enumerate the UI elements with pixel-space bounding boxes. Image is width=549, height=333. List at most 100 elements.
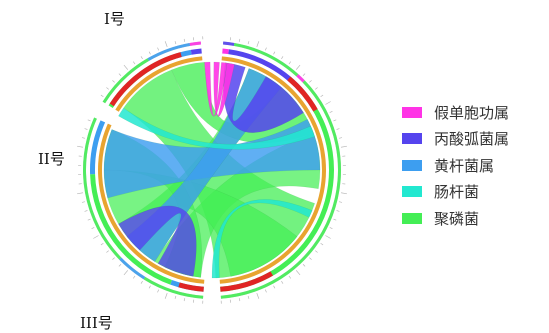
red-ring-segment	[287, 76, 318, 112]
legend-item-propionivibrio: 丙酸弧菌属	[402, 126, 542, 153]
legend-swatch	[402, 186, 422, 198]
tick-mark	[315, 87, 318, 90]
legend-label: 丙酸弧菌属	[434, 130, 510, 149]
legend-swatch	[402, 106, 422, 118]
tick-mark	[320, 94, 324, 98]
red-ring-segment	[220, 271, 273, 292]
legend-item-pseudomonas: 假单胞功属	[402, 99, 542, 126]
middle-ring-segment	[222, 48, 229, 55]
tick-mark	[247, 41, 250, 45]
middle-ring-segment	[190, 48, 202, 55]
group-label-3: III号	[80, 314, 113, 332]
tick-mark	[132, 275, 136, 279]
tick-mark	[256, 292, 260, 299]
ribbon	[211, 199, 313, 279]
tick-mark	[81, 201, 85, 203]
outer-ring-segment	[189, 41, 202, 46]
tick-mark	[112, 257, 115, 260]
outer-ring-segment	[296, 74, 305, 83]
tick-mark	[281, 280, 284, 284]
tick-mark	[295, 270, 301, 276]
legend-label: 黄杆菌属	[434, 156, 495, 175]
tick-mark	[106, 87, 109, 90]
tick-mark	[87, 119, 91, 122]
tick-mark	[315, 250, 318, 253]
tick-mark	[118, 263, 122, 267]
group-arcs	[82, 41, 342, 299]
legend-label: 聚磷菌	[434, 209, 480, 228]
ribbon	[118, 205, 197, 277]
tick-mark	[100, 242, 104, 246]
outer-ring-segment	[119, 257, 146, 280]
legend-swatch	[402, 212, 422, 224]
tick-mark	[333, 119, 337, 122]
ribbon	[118, 107, 316, 150]
tick-mark	[77, 145, 84, 148]
tick-mark	[238, 38, 241, 42]
ribbon	[204, 61, 228, 117]
group-label-2: II号	[38, 150, 65, 168]
chord-ribbons	[103, 61, 321, 279]
tick-mark	[329, 227, 333, 230]
ribbon	[223, 62, 304, 133]
tick-mark	[336, 128, 340, 130]
tick-mark	[174, 295, 177, 299]
tick-mark	[91, 227, 95, 230]
tick-mark	[325, 235, 331, 239]
tick-mark	[264, 47, 267, 51]
red-ring-segment	[178, 282, 204, 292]
outer-ring-segment	[102, 58, 149, 104]
tick-mark	[309, 257, 312, 260]
outer-ring-segment	[233, 42, 299, 77]
legend-item-enterobacter: 肠杆菌	[402, 179, 542, 206]
outer-ring-segment	[222, 41, 235, 46]
tick-mark	[84, 210, 88, 212]
tick-mark	[336, 210, 340, 212]
tick-mark	[100, 94, 104, 98]
axis-ticks	[77, 36, 347, 304]
tick-mark	[148, 285, 151, 289]
legend-item-pao: 聚磷菌	[402, 205, 542, 232]
tick-mark	[333, 218, 337, 221]
red-ring-segment	[109, 52, 182, 107]
tick-mark	[87, 218, 91, 221]
tick-mark	[288, 275, 292, 279]
tick-mark	[140, 280, 143, 284]
tick-mark	[247, 295, 250, 299]
tick-mark	[309, 80, 312, 83]
legend-swatch	[402, 133, 422, 145]
legend-label: 假单胞功属	[434, 103, 510, 122]
tick-mark	[256, 41, 260, 48]
tick-mark	[302, 263, 306, 267]
tick-mark	[164, 41, 168, 48]
tick-mark	[123, 64, 129, 70]
tick-mark	[148, 51, 151, 55]
tick-mark	[106, 250, 109, 253]
tick-mark	[93, 235, 99, 239]
tick-mark	[264, 289, 267, 293]
tick-mark	[183, 298, 186, 302]
legend-swatch	[402, 159, 422, 171]
tick-mark	[183, 38, 186, 42]
tick-mark	[140, 56, 143, 60]
tick-mark	[157, 47, 160, 51]
legend: 假单胞功属 丙酸弧菌属 黄杆菌属 肠杆菌 聚磷菌	[402, 99, 542, 232]
group-label-1: I号	[104, 10, 125, 28]
legend-item-flavobacterium: 黄杆菌属	[402, 152, 542, 179]
tick-mark	[132, 61, 136, 65]
tick-mark	[320, 242, 324, 246]
outer-ring-segment	[147, 42, 191, 61]
tick-mark	[325, 101, 331, 105]
middle-ring-segment	[90, 174, 172, 285]
tick-mark	[339, 201, 343, 203]
tick-mark	[157, 289, 160, 293]
tick-mark	[81, 137, 85, 139]
middle-ring-segment	[89, 120, 106, 175]
tick-mark	[340, 145, 347, 148]
tick-mark	[84, 128, 88, 130]
outer-ring-segment	[143, 276, 204, 299]
tick-mark	[174, 41, 177, 45]
tick-mark	[339, 137, 343, 139]
tick-mark	[164, 292, 168, 299]
